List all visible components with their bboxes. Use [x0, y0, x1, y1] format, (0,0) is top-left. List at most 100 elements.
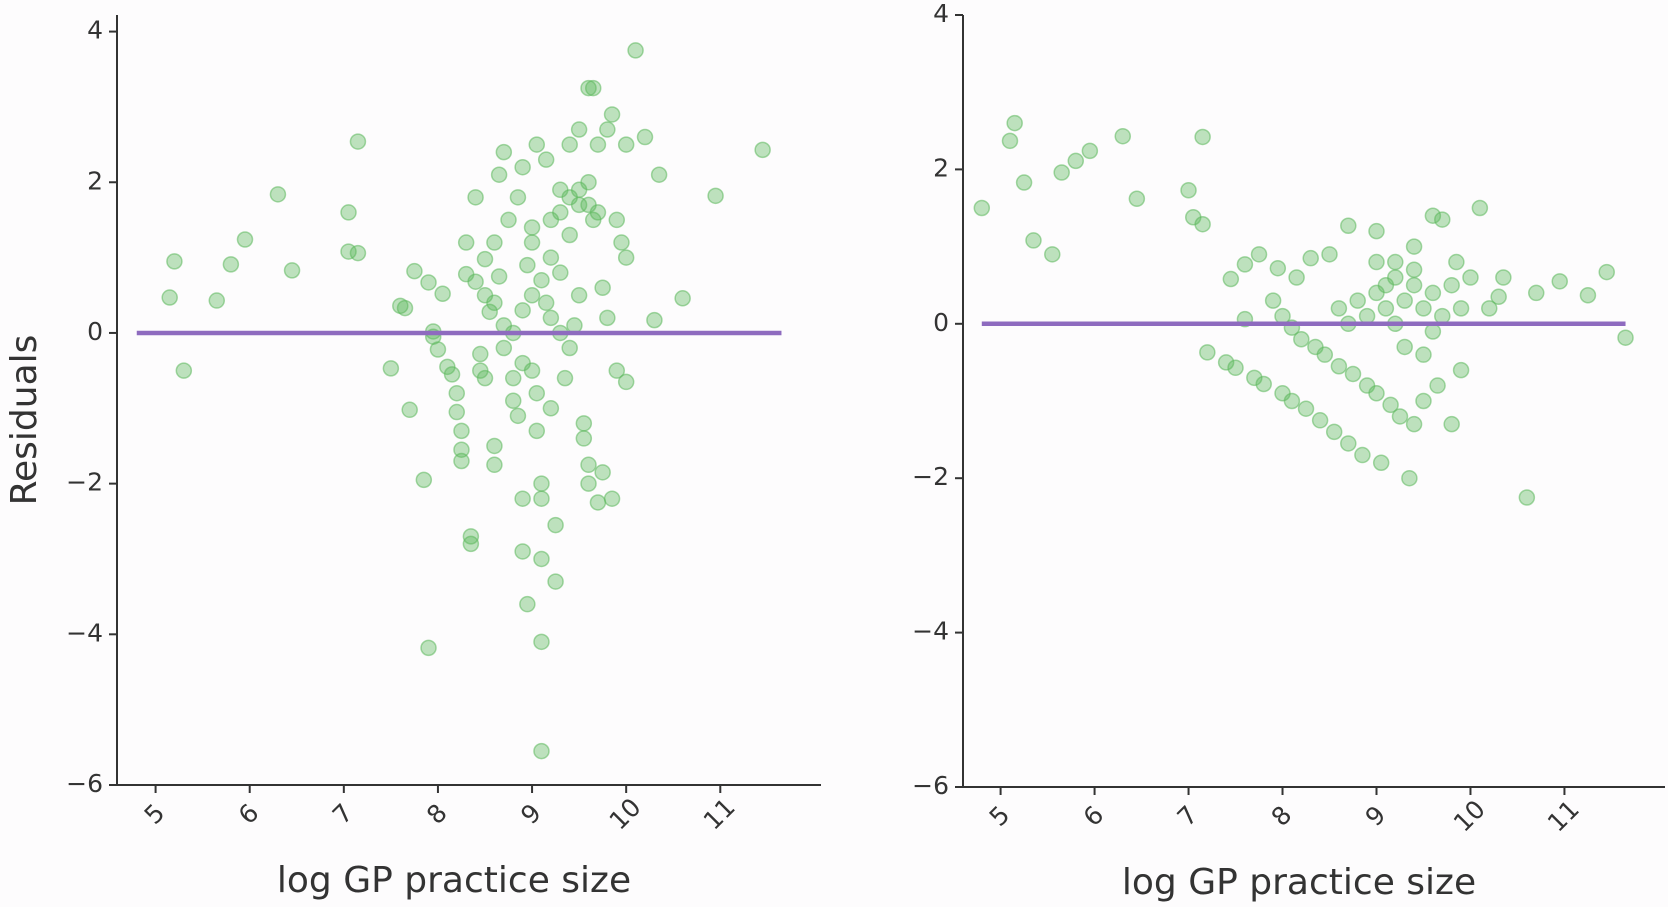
point [523, 219, 541, 236]
point [1405, 276, 1423, 294]
point [1264, 292, 1282, 309]
point [420, 274, 437, 291]
point [1617, 329, 1634, 346]
point [1490, 288, 1507, 306]
point [561, 136, 578, 153]
point [486, 437, 503, 455]
point [481, 303, 498, 321]
point [533, 475, 550, 492]
point [1415, 346, 1432, 363]
point [349, 133, 367, 150]
point [166, 253, 183, 270]
x-axis-label: log GP practice size [277, 860, 631, 901]
point [519, 595, 536, 613]
point [476, 369, 494, 387]
point [1194, 128, 1211, 146]
point [1401, 469, 1418, 487]
point [514, 354, 531, 372]
point [1180, 181, 1197, 199]
point [1368, 253, 1385, 271]
point [1015, 174, 1033, 191]
point [1302, 249, 1319, 267]
point [1415, 300, 1432, 317]
point [608, 211, 626, 229]
point [754, 141, 771, 159]
point [1391, 408, 1409, 425]
point [603, 106, 621, 123]
point [707, 187, 724, 205]
y-tick-label: 2 [87, 166, 103, 195]
point [1377, 300, 1395, 317]
point [1044, 246, 1061, 263]
y-tick-label: −6 [912, 771, 949, 800]
point [1462, 269, 1479, 286]
point [1321, 246, 1338, 263]
point [448, 403, 466, 421]
x-tick-label: 7 [327, 798, 359, 830]
point [1194, 215, 1211, 233]
y-tick-label: 4 [87, 16, 103, 45]
point [547, 573, 564, 590]
point [443, 366, 461, 383]
point [528, 422, 546, 440]
point [1452, 300, 1470, 317]
point [973, 199, 991, 217]
point [533, 490, 550, 507]
x-tick-label: 5 [139, 798, 171, 830]
point [575, 415, 593, 432]
point [382, 360, 400, 377]
point [1452, 361, 1470, 379]
point [580, 456, 597, 474]
point [1288, 269, 1305, 286]
point [429, 341, 447, 358]
point [1293, 330, 1310, 348]
point [406, 262, 423, 280]
point [486, 456, 503, 474]
point [514, 490, 531, 507]
x-tick-label: 6 [233, 798, 265, 830]
x-axis-label: log GP practice size [1122, 862, 1476, 903]
point [1316, 346, 1334, 363]
point [1424, 323, 1442, 340]
point [594, 279, 611, 296]
point [1424, 207, 1442, 224]
point [1325, 423, 1343, 441]
point [1434, 307, 1451, 325]
y-tick-label: −6 [66, 769, 103, 798]
point [222, 256, 240, 273]
point [401, 401, 418, 419]
point [269, 186, 287, 203]
point [1330, 358, 1348, 375]
point [1471, 199, 1489, 217]
point [556, 369, 574, 387]
x-tick-label: 11 [1542, 794, 1585, 837]
point [1424, 284, 1442, 302]
point [467, 189, 484, 206]
point [650, 166, 668, 183]
point [561, 226, 578, 244]
point [1340, 435, 1357, 452]
point [608, 362, 626, 379]
point [1025, 232, 1042, 249]
point [208, 292, 226, 309]
point [1405, 238, 1423, 255]
point [584, 79, 602, 97]
point [476, 250, 494, 268]
point [1227, 359, 1244, 377]
point [1405, 261, 1423, 279]
point [1269, 259, 1287, 277]
point [236, 231, 254, 248]
point [1387, 253, 1404, 271]
point [1396, 338, 1413, 356]
point [415, 471, 433, 489]
point [349, 244, 367, 262]
point [523, 234, 541, 251]
point [504, 392, 522, 410]
point [486, 294, 503, 312]
point [599, 121, 616, 138]
point [589, 494, 607, 511]
point [514, 302, 531, 319]
y-tick-label: −2 [66, 468, 103, 497]
point [1311, 412, 1329, 429]
y-tick-label: −4 [912, 617, 949, 646]
